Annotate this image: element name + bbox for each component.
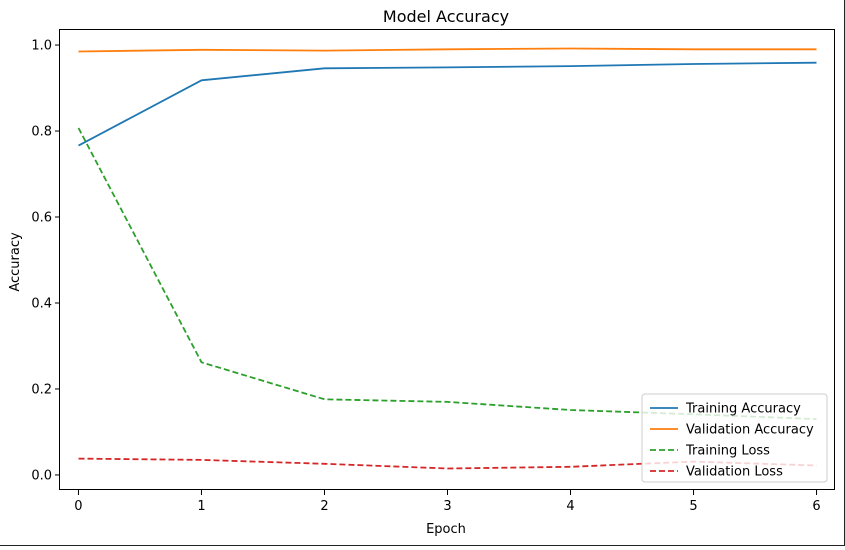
y-axis: 0.0 0.2 0.4 0.6 0.8 1.0 [31,39,60,483]
legend-entry-label: Validation Accuracy [686,423,814,438]
y-tick-label: 1.0 [31,39,52,54]
x-tick-label: 0 [74,499,82,514]
y-tick-label: 0.4 [31,296,52,311]
legend-entry-label: Validation Loss [686,465,783,480]
series-line-training-accuracy [78,61,817,147]
legend-entry-label: Training Accuracy [685,402,801,417]
x-tick-label: 4 [566,499,574,514]
y-tick-label: 0.6 [31,211,52,226]
legend: Training Accuracy Validation Accuracy Trai… [641,393,828,483]
legend-box [641,393,828,483]
y-tick-label: 0.0 [31,468,52,483]
x-axis: 0 1 2 3 4 5 6 [74,490,821,514]
y-tick-label: 0.8 [31,125,52,140]
x-axis-label: Epoch [426,522,466,537]
x-tick-label: 6 [812,499,820,514]
x-tick-label: 3 [443,499,451,514]
y-tick-label: 0.2 [31,382,52,397]
x-tick-label: 2 [320,499,328,514]
y-axis-label: Accuracy [8,232,23,292]
chart-title: Model Accuracy [383,7,509,26]
series-line-training-loss [77,127,817,420]
series-line-validation-accuracy [78,47,817,53]
legend-entry-label: Training Loss [685,444,770,459]
x-tick-label: 5 [689,499,697,514]
x-tick-label: 1 [197,499,205,514]
plot-area-frame [59,29,835,490]
